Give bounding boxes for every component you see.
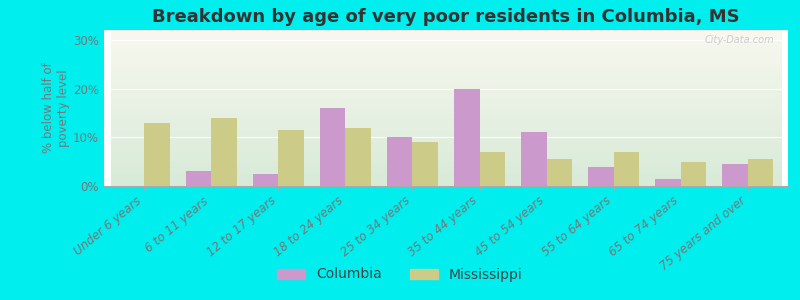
Bar [144, 123, 170, 186]
Bar [722, 164, 748, 186]
Y-axis label: % below half of
poverty level: % below half of poverty level [42, 63, 70, 153]
Bar [655, 179, 681, 186]
Bar [211, 118, 237, 186]
Bar [387, 137, 413, 186]
Title: Breakdown by age of very poor residents in Columbia, MS: Breakdown by age of very poor residents … [152, 8, 740, 26]
Bar [278, 130, 304, 186]
Bar [614, 152, 639, 186]
Legend: Columbia, Mississippi: Columbia, Mississippi [272, 262, 528, 287]
Bar [748, 159, 774, 186]
Text: City-Data.com: City-Data.com [705, 35, 774, 45]
Bar [681, 162, 706, 186]
Bar [588, 167, 614, 186]
Bar [346, 128, 371, 186]
Bar [413, 142, 438, 186]
Bar [479, 152, 505, 186]
Bar [521, 132, 546, 186]
Bar [546, 159, 572, 186]
Bar [454, 88, 479, 186]
Bar [253, 174, 278, 186]
Bar [186, 171, 211, 186]
Bar [320, 108, 346, 186]
